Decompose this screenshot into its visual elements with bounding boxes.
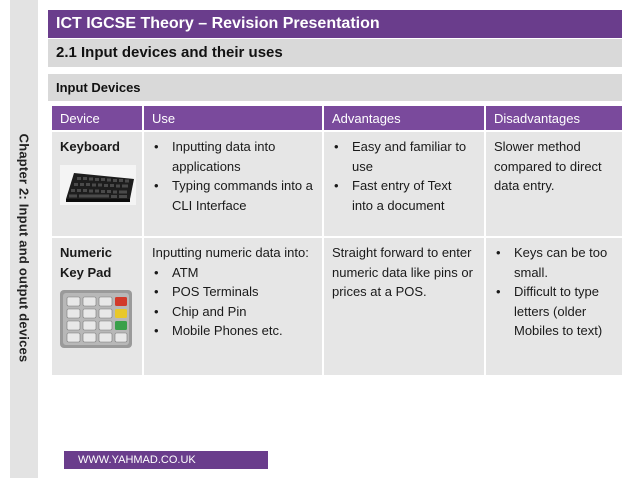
device-cell: Keyboard [52,130,144,237]
list-item: POS Terminals [152,282,314,302]
side-strip [10,0,38,478]
column-header-use: Use [143,106,324,131]
column-header-disadvantages: Disadvantages [485,106,622,131]
list-item: Fast entry of Text into a document [332,176,476,215]
chapter-label: Chapter 2: Input and output devices [16,133,32,363]
use-intro: Inputting numeric data into: [152,245,309,260]
section-heading: Input Devices [48,74,622,101]
list-item: Mobile Phones etc. [152,321,314,341]
use-list: ATM POS Terminals Chip and Pin Mobile Ph… [152,263,314,341]
list-item: Easy and familiar to use [332,137,476,176]
column-header-device: Device [52,106,144,131]
side-bar: Chapter 2: Input and output devices [0,0,42,478]
list-item: ATM [152,263,314,283]
list-item: Chip and Pin [152,302,314,322]
advantages-cell: Easy and familiar to use Fast entry of T… [323,130,486,237]
table-row: Numeric Key Pad [52,236,622,375]
device-name: Keyboard [60,139,120,154]
footer-website: WWW.YAHMAD.CO.UK [64,451,268,469]
list-item: Difficult to type letters (older Mobiles… [494,282,614,341]
use-cell: Inputting numeric data into: ATM POS Ter… [143,236,324,375]
use-cell: Inputting data into applications Typing … [143,130,324,237]
disadvantages-cell: Keys can be too small. Difficult to type… [485,236,622,375]
column-header-advantages: Advantages [323,106,486,131]
numeric-keypad-image [60,290,134,354]
list-item: Keys can be too small. [494,243,614,282]
use-list: Inputting data into applications Typing … [152,137,314,215]
disadvantages-cell: Slower method compared to direct data en… [485,130,622,237]
page-subtitle: 2.1 Input devices and their uses [48,39,622,67]
advantages-cell: Straight forward to enter numeric data l… [323,236,486,375]
table-row: Keyboard [52,130,622,237]
keyboard-image [60,164,136,211]
page-title: ICT IGCSE Theory – Revision Presentation [48,10,622,38]
advantages-list: Easy and familiar to use Fast entry of T… [332,137,476,215]
device-cell: Numeric Key Pad [52,236,144,375]
list-item: Typing commands into a CLI Interface [152,176,314,215]
input-devices-table: Device Use Advantages Disadvantages Keyb… [52,106,622,375]
disadvantages-list: Keys can be too small. Difficult to type… [494,243,614,341]
device-name: Numeric Key Pad [60,245,113,280]
table-header-row: Device Use Advantages Disadvantages [52,106,622,131]
list-item: Inputting data into applications [152,137,314,176]
